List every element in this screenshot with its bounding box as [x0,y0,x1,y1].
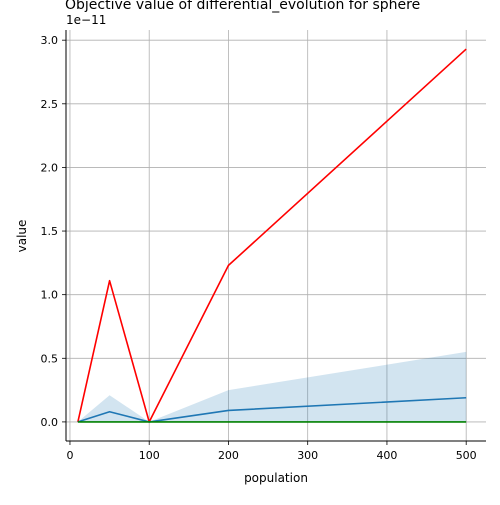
y-tick-label: 0.0 [41,416,59,429]
x-tick-label: 100 [139,449,160,462]
y-tick-label: 2.5 [41,98,59,111]
x-axis-label: population [244,471,308,485]
y-tick-label: 1.0 [41,289,59,302]
x-tick-label: 200 [218,449,239,462]
y-ticks: 0.0 0.5 1.0 1.5 2.0 2.5 3.0 [41,34,67,429]
y-tick-label: 1.5 [41,225,59,238]
chart-title: Objective value of differential_evolutio… [65,0,420,13]
confidence-bands [78,352,466,422]
y-scale-label: 1e−11 [66,13,106,27]
x-tick-label: 300 [297,449,318,462]
x-tick-label: 0 [66,449,73,462]
y-tick-label: 3.0 [41,34,59,47]
x-tick-label: 500 [456,449,477,462]
y-tick-label: 2.0 [41,161,59,174]
y-axis-label: value [15,220,29,253]
confidence-band [78,352,466,422]
x-tick-label: 400 [376,449,397,462]
x-ticks: 0 100 200 300 400 500 [66,441,476,462]
y-tick-label: 0.5 [41,352,59,365]
